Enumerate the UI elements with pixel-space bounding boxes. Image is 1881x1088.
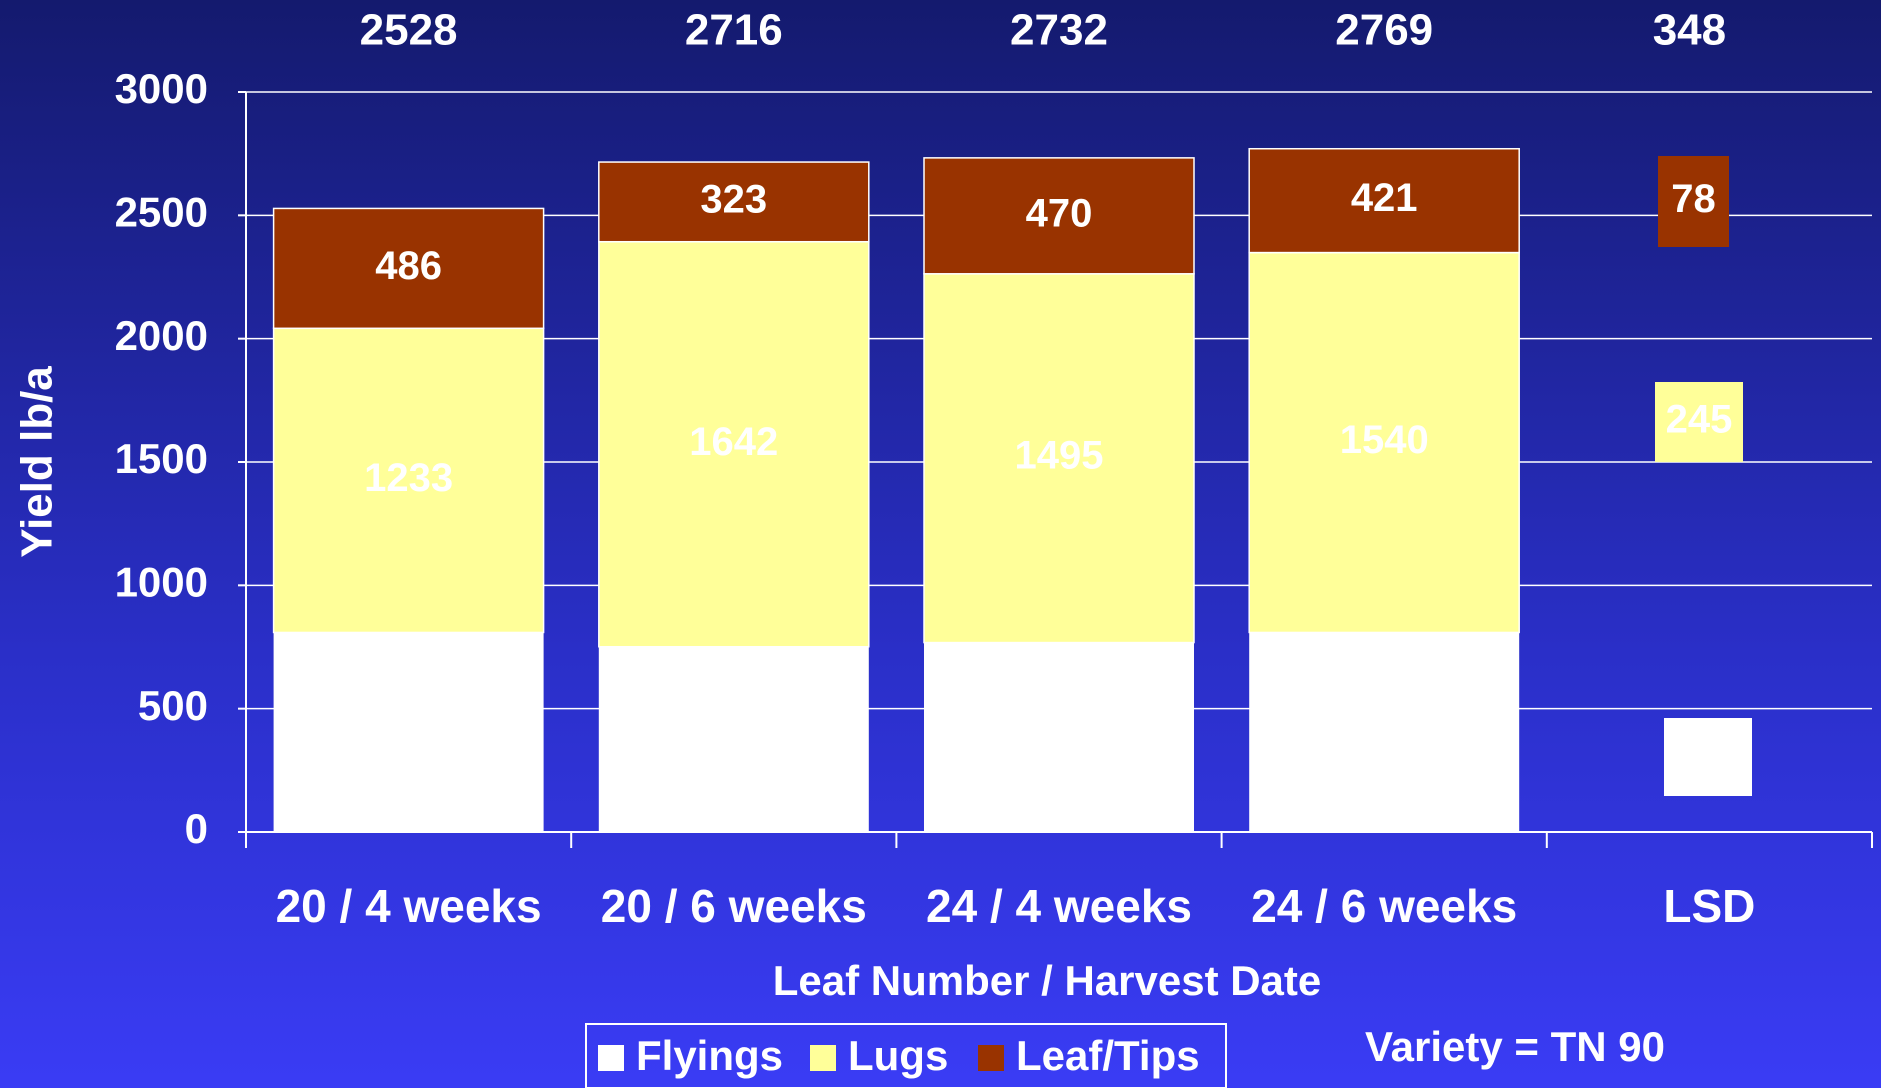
note: Variety = TN 90 — [1365, 1023, 1665, 1070]
bar-segment — [272, 327, 545, 634]
y-tick-label: 500 — [138, 682, 208, 729]
x-tick-label: 24 / 6 weeks — [1251, 880, 1517, 932]
bar-segment — [598, 646, 869, 832]
x-tick-label: 20 / 4 weeks — [276, 880, 542, 932]
lsd-box — [1664, 718, 1752, 796]
total-label: 2769 — [1335, 6, 1433, 55]
value-label: 768 — [1026, 713, 1093, 757]
legend-label: Flyings — [636, 1032, 783, 1079]
bar-segment — [923, 273, 1195, 644]
x-tick-label: 20 / 6 weeks — [601, 880, 867, 932]
bar-segment — [598, 161, 870, 243]
x-axis-label: Leaf Number / Harvest Date — [773, 957, 1322, 1004]
lsd-label: 245 — [1666, 398, 1733, 442]
x-tick-label: LSD — [1663, 880, 1755, 932]
value-label: 1642 — [689, 420, 778, 464]
y-tick-label: 1000 — [115, 558, 208, 605]
value-label: 1233 — [364, 456, 453, 500]
legend-label: Lugs — [848, 1032, 948, 1079]
lsd-label: 168 — [1675, 733, 1742, 777]
legend-swatch — [598, 1045, 624, 1071]
y-tick-label: 3000 — [115, 65, 208, 112]
total-label: 348 — [1653, 6, 1726, 55]
total-label: 2716 — [685, 6, 783, 55]
y-tick-label: 1500 — [115, 435, 208, 482]
bar-segment — [272, 207, 545, 330]
value-label: 751 — [700, 715, 767, 759]
x-tick-label: 24 / 4 weeks — [926, 880, 1192, 932]
total-label: 2528 — [360, 6, 458, 55]
bar-segment — [598, 240, 870, 648]
bar-segment — [1248, 251, 1520, 634]
value-label: 421 — [1351, 176, 1418, 220]
legend-label: Leaf/Tips — [1016, 1032, 1200, 1079]
legend-box — [585, 1023, 1227, 1088]
bar-segment — [1248, 147, 1520, 254]
bar-segment — [1249, 632, 1520, 832]
legend-swatch — [810, 1045, 836, 1071]
value-label: 323 — [700, 177, 767, 221]
legend-swatch — [978, 1045, 1004, 1071]
y-tick-label: 2500 — [115, 188, 208, 235]
y-axis-label: Yield lb/a — [13, 366, 62, 558]
lsd-box — [1658, 156, 1729, 247]
y-tick-label: 0 — [185, 805, 208, 852]
value-label: 1540 — [1340, 418, 1429, 462]
value-label: 809 — [1351, 708, 1418, 752]
bar-segment — [273, 632, 544, 832]
lsd-label: 78 — [1671, 177, 1716, 221]
y-tick-label: 2000 — [115, 312, 208, 359]
bar-segment — [923, 157, 1195, 275]
value-label: 1495 — [1015, 434, 1104, 478]
value-label: 486 — [375, 244, 442, 288]
lsd-box — [1655, 382, 1743, 462]
value-label: 809 — [375, 708, 442, 752]
bar-segment — [924, 642, 1194, 832]
total-label: 2732 — [1010, 6, 1108, 55]
value-label: 470 — [1026, 191, 1093, 235]
